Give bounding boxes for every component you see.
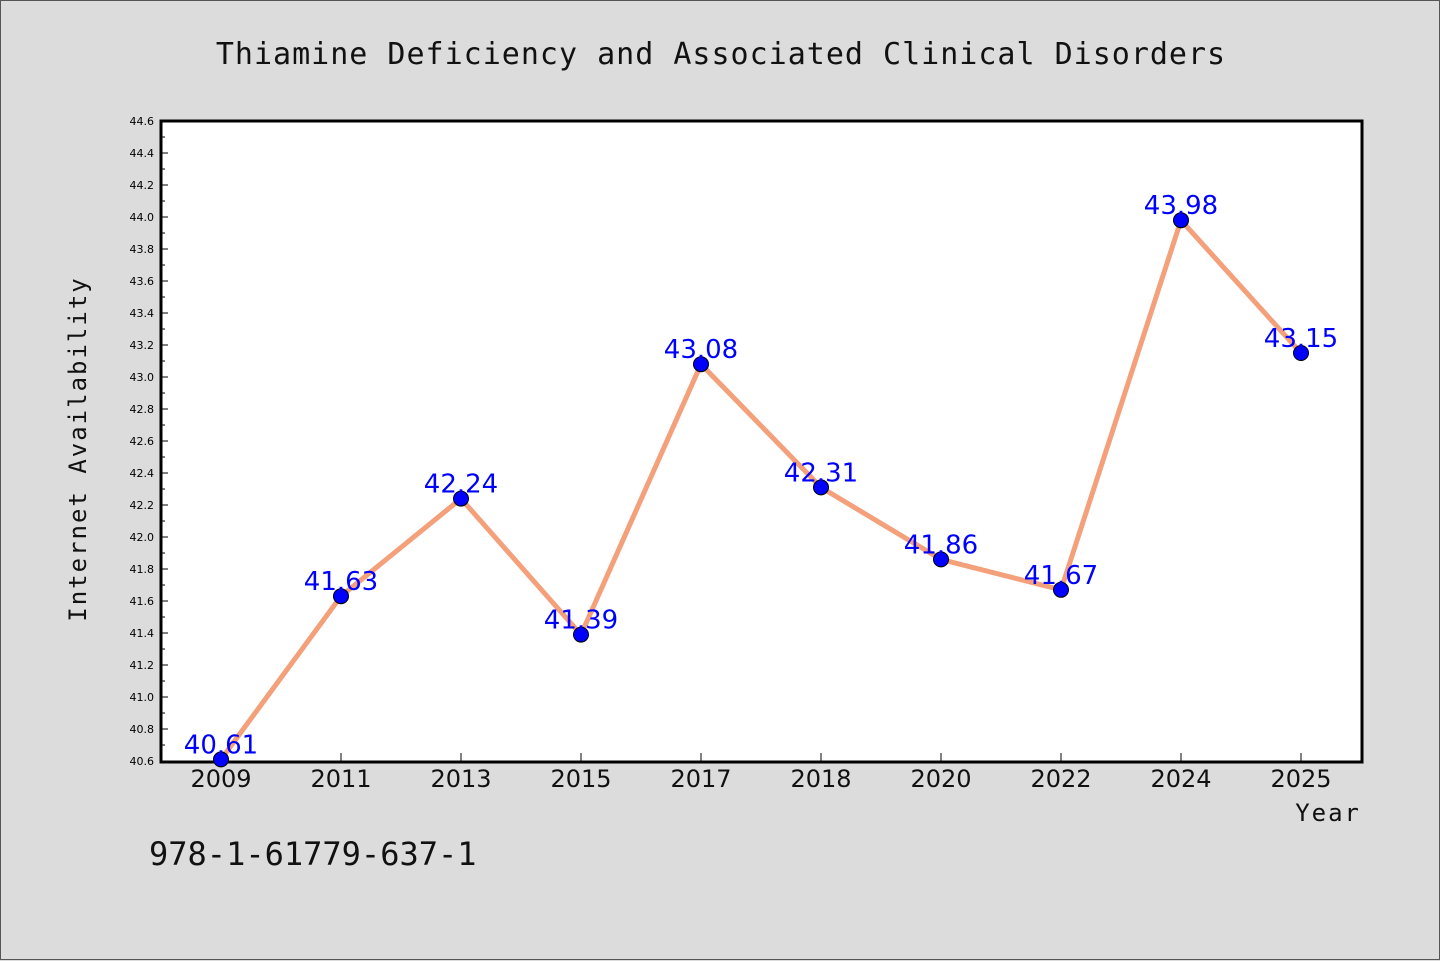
data-label-2025: 43.15: [1264, 324, 1338, 354]
y-tick-label: 42.2: [130, 499, 155, 512]
y-tick-label: 44.2: [130, 179, 155, 192]
data-label-2009: 40.61: [184, 730, 258, 760]
data-label-2015: 41.39: [544, 606, 618, 636]
data-point-2017: [693, 356, 709, 373]
x-tick-label: 2022: [1030, 765, 1091, 793]
data-point-2009: [213, 751, 229, 768]
x-tick-label: 2009: [190, 765, 251, 793]
data-point-2020: [933, 551, 949, 568]
data-point-2018: [813, 479, 829, 496]
data-points: [213, 212, 1309, 768]
data-labels: 40.61 41.63 42.24 41.39 43.08 42.31 41.86 41.67…: [184, 191, 1338, 760]
data-point-2024: [1173, 212, 1189, 229]
data-label-2020: 41.86: [904, 530, 978, 560]
data-point-2015: [573, 626, 589, 643]
y-axis-title: Internet Availability: [64, 276, 92, 621]
series-line-group: [218, 217, 1303, 761]
y-tick-label: 40.8: [130, 723, 155, 736]
data-point-2013: [453, 490, 469, 507]
data-label-2024: 43.98: [1144, 191, 1218, 221]
isbn-label: 978-1-61779-637-1: [149, 835, 477, 873]
y-tick-label: 43.4: [130, 307, 155, 320]
y-tick-label: 42.4: [130, 467, 155, 480]
y-tick-label: 43.2: [130, 339, 155, 352]
y-tick-label: 44.6: [130, 115, 155, 128]
y-tick-label: 42.8: [130, 403, 155, 416]
data-label-2013: 42.24: [424, 470, 498, 500]
y-tick-label: 42.0: [130, 531, 155, 544]
data-point-2022: [1053, 581, 1069, 598]
x-tick-label: 2024: [1150, 765, 1211, 793]
y-tick-label: 44.0: [130, 211, 155, 224]
x-tick-label: 2025: [1270, 765, 1331, 793]
y-tick-label: 41.2: [130, 659, 155, 672]
y-tick-label: 43.8: [130, 243, 155, 256]
y-tick-label: 41.6: [130, 595, 155, 608]
x-tick-label: 2015: [550, 765, 611, 793]
y-tick-label: 43.0: [130, 371, 155, 384]
y-axis: 40.6 40.8 41.0 41.2 41.4 41.6 41.8 42.0 42.2 42.4…: [130, 115, 168, 768]
data-point-2011: [333, 588, 349, 605]
y-tick-label: 44.4: [130, 147, 155, 160]
y-tick-label: 41.0: [130, 691, 155, 704]
y-tick-label: 41.8: [130, 563, 155, 576]
y-tick-label: 43.6: [130, 275, 155, 288]
x-tick-label: 2017: [670, 765, 731, 793]
data-label-2018: 42.31: [784, 458, 858, 488]
x-tick-label: 2020: [910, 765, 971, 793]
x-axis-title: Year: [1295, 799, 1361, 827]
chart-title: Thiamine Deficiency and Associated Clini…: [216, 37, 1226, 72]
series-line: [218, 217, 1303, 761]
y-tick-label: 40.6: [130, 755, 155, 768]
data-point-2025: [1293, 345, 1309, 361]
data-label-2011: 41.63: [304, 567, 378, 597]
data-label-2017: 43.08: [664, 335, 738, 365]
x-axis: 2009 2011 2013 2015 2017 2018 2020 2022 2024 2025: [190, 753, 1332, 793]
x-tick-label: 2018: [790, 765, 851, 793]
data-label-2022: 41.67: [1024, 561, 1098, 591]
y-tick-label: 41.4: [130, 627, 155, 640]
x-tick-label: 2011: [310, 765, 371, 793]
x-tick-label: 2013: [430, 765, 491, 793]
plot-area: [159, 119, 1364, 764]
y-tick-label: 42.6: [130, 435, 155, 448]
